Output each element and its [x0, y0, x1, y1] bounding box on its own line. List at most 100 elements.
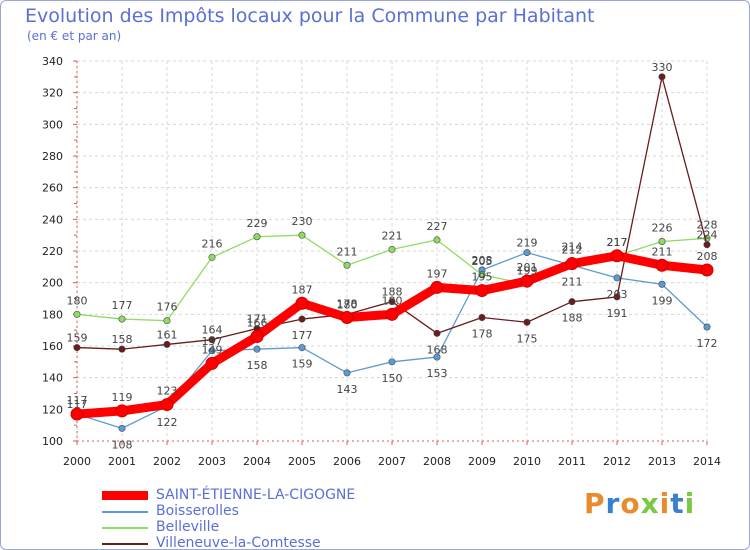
data-label-saint-etienne: 180	[382, 294, 403, 307]
data-point-belleville	[658, 238, 666, 246]
data-point-saint-etienne	[520, 274, 534, 288]
data-label-villeneuve: 161	[157, 328, 178, 341]
logo-letter: x	[640, 487, 660, 520]
x-tick-label: 2001	[108, 455, 136, 468]
series-layer	[70, 73, 714, 432]
data-point-belleville	[253, 233, 261, 241]
data-label-saint-etienne: 211	[652, 245, 673, 258]
data-point-saint-etienne	[475, 284, 489, 298]
data-point-boisserolles	[253, 345, 261, 353]
data-label-belleville: 176	[157, 301, 178, 314]
data-label-belleville: 216	[202, 237, 223, 250]
data-label-belleville: 226	[652, 222, 673, 235]
data-label-belleville: 221	[382, 229, 403, 242]
axis-layer: 100 120 140 160 180 200 220 240 260 280 300 320 340 2…	[42, 55, 721, 468]
y-tick-label: 260	[42, 182, 63, 195]
logo-letter: t	[670, 487, 685, 520]
legend-swatch-boisserolles	[102, 511, 148, 513]
data-label-saint-etienne: 195	[472, 271, 493, 284]
data-label-boisserolles: 172	[697, 337, 718, 350]
data-label-belleville: 177	[112, 299, 133, 312]
data-label-villeneuve: 191	[607, 307, 628, 320]
grid-layer	[76, 60, 708, 441]
data-point-villeneuve	[613, 293, 621, 301]
data-point-villeneuve	[658, 73, 666, 81]
x-tick-label: 2004	[243, 455, 271, 468]
data-point-villeneuve	[568, 298, 576, 306]
logo-letter: r	[605, 487, 621, 520]
data-label-saint-etienne: 217	[607, 236, 628, 249]
y-tick-label: 120	[42, 403, 63, 416]
data-point-boisserolles	[388, 358, 396, 366]
data-point-boisserolles	[343, 369, 351, 377]
data-point-saint-etienne	[700, 263, 714, 277]
y-tick-label: 220	[42, 245, 63, 258]
data-label-saint-etienne: 208	[697, 250, 718, 263]
data-point-saint-etienne	[160, 398, 174, 412]
data-label-villeneuve: 180	[337, 298, 358, 311]
data-point-villeneuve	[388, 298, 396, 306]
y-tick-label: 240	[42, 213, 63, 226]
data-label-villeneuve: 178	[472, 328, 493, 341]
x-tick-label: 2011	[558, 455, 586, 468]
data-label-villeneuve: 188	[382, 286, 403, 299]
logo-letter: i	[684, 487, 696, 520]
y-tick-label: 200	[42, 277, 63, 290]
data-point-saint-etienne	[115, 404, 129, 418]
data-point-villeneuve	[73, 344, 81, 352]
data-label-villeneuve: 330	[652, 61, 673, 74]
y-tick-label: 160	[42, 340, 63, 353]
data-point-saint-etienne	[340, 311, 354, 324]
legend-swatch-belleville	[102, 527, 148, 529]
data-label-villeneuve: 158	[112, 333, 133, 346]
data-point-belleville	[388, 245, 396, 253]
data-label-saint-etienne: 123	[157, 385, 178, 398]
x-tick-label: 2003	[198, 455, 226, 468]
data-label-villeneuve: 164	[202, 324, 223, 337]
data-label-boisserolles: 157	[202, 335, 223, 348]
legend-label-saint-etienne: SAINT-ÉTIENNE-LA-CIGOGNE	[156, 487, 356, 503]
data-label-boisserolles: 143	[337, 383, 358, 396]
logo-letter: P	[584, 487, 606, 520]
y-tick-label: 180	[42, 308, 63, 321]
data-label-belleville: 199	[517, 264, 538, 277]
data-label-villeneuve: 175	[517, 332, 538, 345]
x-tick-label: 2013	[648, 455, 676, 468]
data-point-boisserolles	[523, 249, 531, 257]
data-label-saint-etienne: 201	[517, 261, 538, 274]
data-point-saint-etienne	[205, 356, 219, 370]
data-point-belleville	[73, 310, 81, 318]
data-point-belleville	[343, 261, 351, 269]
x-tick-label: 2007	[378, 455, 406, 468]
data-label-saint-etienne: 166	[247, 317, 268, 330]
x-tick-label: 2008	[423, 455, 451, 468]
data-point-saint-etienne	[655, 258, 669, 272]
data-point-villeneuve	[478, 313, 486, 321]
y-tick-label: 320	[42, 87, 63, 100]
data-label-saint-etienne: 212	[562, 244, 583, 257]
data-label-belleville: 205	[472, 255, 493, 268]
chart-title: Evolution des Impôts locaux pour la Comm…	[25, 5, 595, 27]
x-tick-label: 2014	[693, 455, 721, 468]
data-point-belleville	[298, 231, 306, 239]
x-tick-label: 2000	[63, 455, 91, 468]
data-point-boisserolles	[118, 424, 126, 432]
data-label-villeneuve: 224	[697, 229, 718, 242]
x-tick-label: 2005	[288, 455, 316, 468]
chart-subtitle: (en € et par an)	[27, 29, 122, 43]
logo-letter: o	[620, 487, 641, 520]
data-point-saint-etienne	[610, 249, 624, 263]
x-tick-label: 2002	[153, 455, 181, 468]
data-label-boisserolles: 153	[427, 367, 448, 380]
data-label-belleville: 180	[67, 294, 88, 307]
data-point-belleville	[118, 315, 126, 323]
data-label-saint-etienne: 119	[112, 391, 133, 404]
data-label-villeneuve: 171	[247, 313, 268, 326]
data-label-saint-etienne: 117	[67, 394, 88, 407]
data-label-saint-etienne: 178	[337, 298, 358, 311]
data-label-belleville: 211	[337, 245, 358, 258]
data-label-belleville: 229	[247, 217, 268, 230]
data-point-boisserolles	[703, 323, 711, 331]
data-label-boisserolles: 208	[472, 254, 493, 267]
x-tick-label: 2010	[513, 455, 541, 468]
